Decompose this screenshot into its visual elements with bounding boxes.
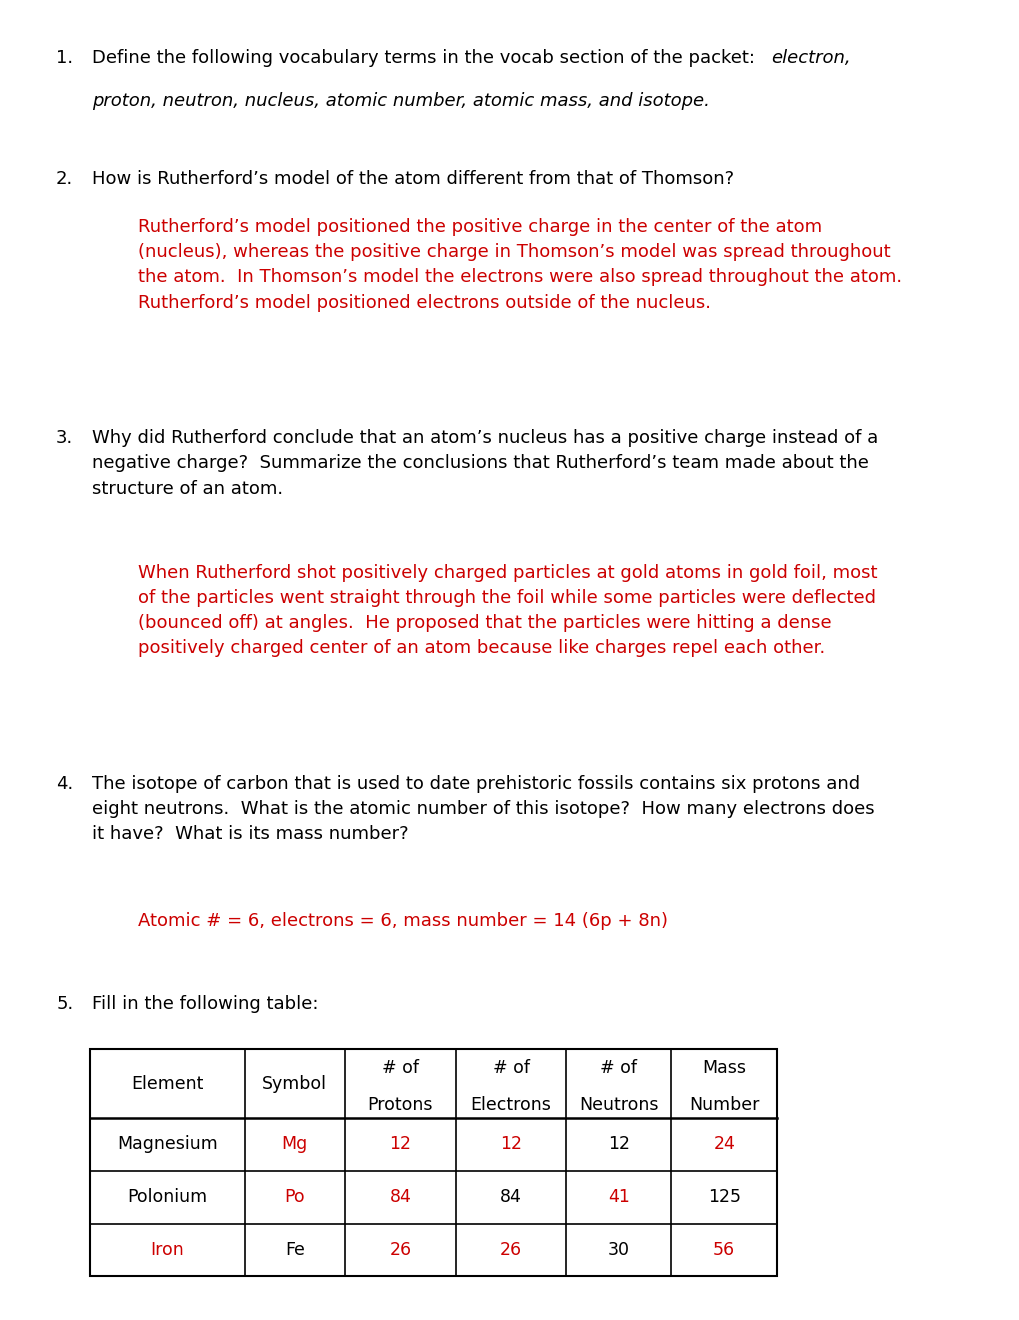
Text: Po: Po: [284, 1188, 305, 1206]
Text: Electrons: Electrons: [470, 1096, 551, 1114]
Text: Symbol: Symbol: [262, 1074, 327, 1093]
Text: 2.: 2.: [56, 170, 73, 189]
Text: Mass: Mass: [701, 1059, 746, 1077]
Text: 12: 12: [499, 1135, 522, 1154]
Text: Element: Element: [131, 1074, 203, 1093]
Text: 30: 30: [607, 1241, 629, 1259]
Text: # of: # of: [492, 1059, 529, 1077]
Text: 1.: 1.: [56, 49, 73, 67]
Text: Protons: Protons: [367, 1096, 433, 1114]
Text: 26: 26: [499, 1241, 522, 1259]
Text: Polonium: Polonium: [127, 1188, 207, 1206]
Text: 24: 24: [712, 1135, 735, 1154]
Text: Magnesium: Magnesium: [117, 1135, 217, 1154]
Text: 5.: 5.: [56, 995, 73, 1014]
Text: 4.: 4.: [56, 775, 73, 793]
Text: Neutrons: Neutrons: [579, 1096, 657, 1114]
Text: Number: Number: [689, 1096, 758, 1114]
Text: 12: 12: [607, 1135, 629, 1154]
Text: 84: 84: [389, 1188, 411, 1206]
Text: Fe: Fe: [284, 1241, 305, 1259]
Text: 125: 125: [707, 1188, 740, 1206]
Text: Mg: Mg: [281, 1135, 308, 1154]
Text: 3.: 3.: [56, 429, 73, 447]
Text: Define the following vocabulary terms in the vocab section of the packet:: Define the following vocabulary terms in…: [92, 49, 771, 67]
Text: 84: 84: [499, 1188, 522, 1206]
Text: Why did Rutherford conclude that an atom’s nucleus has a positive charge instead: Why did Rutherford conclude that an atom…: [92, 429, 877, 498]
Text: The isotope of carbon that is used to date prehistoric fossils contains six prot: The isotope of carbon that is used to da…: [92, 775, 873, 843]
Text: How is Rutherford’s model of the atom different from that of Thomson?: How is Rutherford’s model of the atom di…: [92, 170, 734, 189]
Text: 26: 26: [389, 1241, 411, 1259]
Bar: [90, 1049, 776, 1276]
Text: When Rutherford shot positively charged particles at gold atoms in gold foil, mo: When Rutherford shot positively charged …: [138, 564, 876, 657]
Text: Rutherford’s model positioned the positive charge in the center of the atom
(nuc: Rutherford’s model positioned the positi…: [138, 218, 901, 312]
Text: Atomic # = 6, electrons = 6, mass number = 14 (6p + 8n): Atomic # = 6, electrons = 6, mass number…: [138, 912, 667, 931]
Text: 12: 12: [389, 1135, 411, 1154]
Text: Iron: Iron: [150, 1241, 184, 1259]
Text: # of: # of: [381, 1059, 419, 1077]
Text: electron,: electron,: [770, 49, 850, 67]
Text: 56: 56: [712, 1241, 735, 1259]
Text: 41: 41: [607, 1188, 629, 1206]
Text: proton, neutron, nucleus, atomic number, atomic mass, and isotope.: proton, neutron, nucleus, atomic number,…: [92, 92, 709, 111]
Text: # of: # of: [599, 1059, 637, 1077]
Text: Fill in the following table:: Fill in the following table:: [92, 995, 318, 1014]
